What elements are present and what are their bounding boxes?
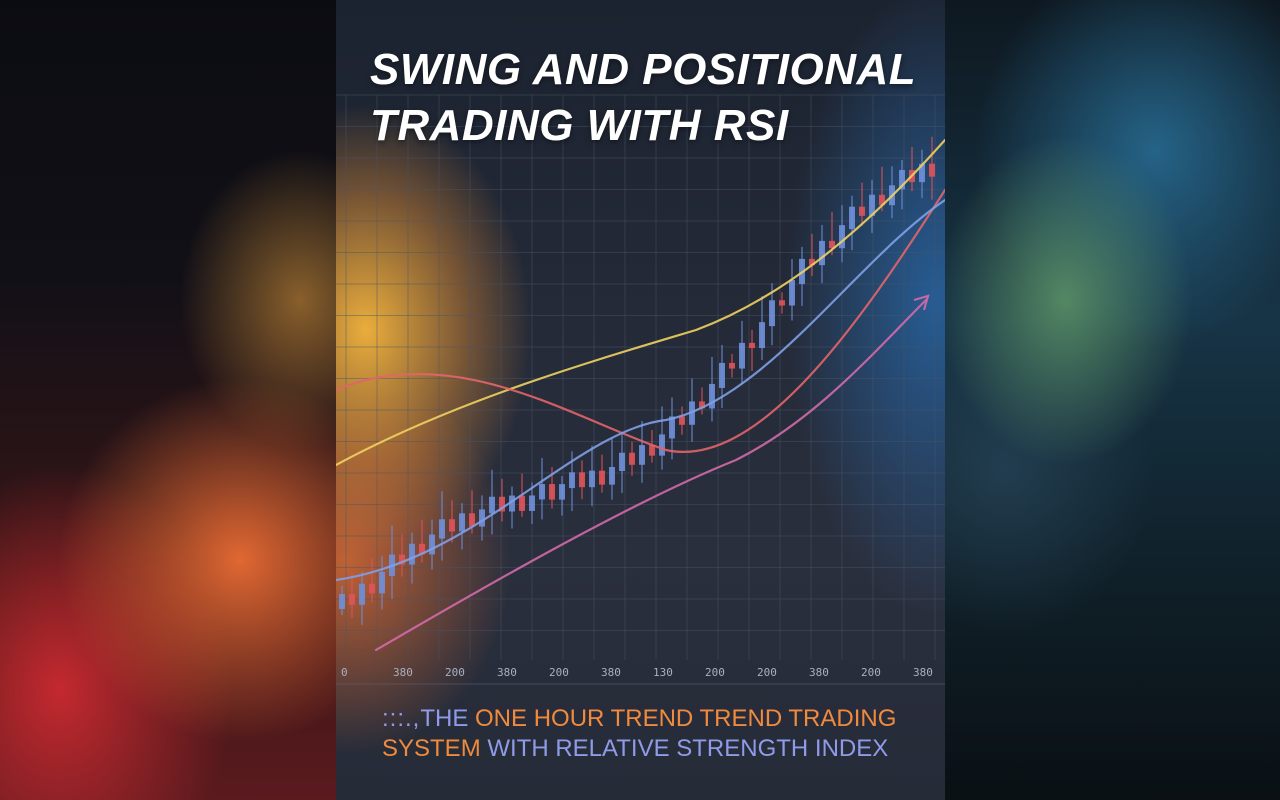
- candle-body: [419, 543, 425, 555]
- book-cover: 0 380 200 380 200 380 130 200 200 380 200 380 SWING…: [336, 0, 945, 800]
- background-right-blur: [945, 0, 1280, 800]
- candle-body: [869, 194, 875, 216]
- subtitle-the: THE: [420, 705, 469, 732]
- candle-body: [539, 484, 545, 500]
- x-tick-label: 380: [393, 666, 413, 679]
- candle-body: [759, 322, 765, 349]
- candle-body: [899, 169, 905, 190]
- candle-body: [499, 496, 505, 512]
- candle-body: [779, 300, 785, 306]
- candle-body: [829, 240, 835, 249]
- x-tick-label: 380: [913, 666, 933, 679]
- candle-body: [509, 495, 515, 512]
- candle-body: [839, 225, 845, 249]
- candle-body: [739, 342, 745, 369]
- x-tick-label: 200: [861, 666, 881, 679]
- candle-body: [709, 383, 715, 409]
- candle-body: [699, 401, 705, 409]
- trend-arrow-line: [374, 298, 928, 652]
- candle-body: [669, 416, 675, 439]
- candle-body: [579, 472, 585, 488]
- candle-body: [399, 554, 405, 565]
- subtitle-highlight-1: ONE HOUR TREND TREND TRADING: [475, 705, 897, 732]
- x-tick-label: 0: [341, 666, 348, 679]
- candle-body: [789, 280, 795, 306]
- candle-body: [609, 467, 615, 485]
- candle-body: [809, 258, 815, 266]
- subtitle-rest: WITH RELATIVE STRENGTH INDEX: [487, 735, 889, 762]
- candle-body: [929, 163, 935, 177]
- candle-body: [529, 495, 535, 511]
- candle-body: [649, 445, 655, 456]
- moving-average-yellow: [336, 138, 945, 467]
- candle-body: [849, 206, 855, 230]
- subtitle-line-2: SYSTEM WITH RELATIVE STRENGTH INDEX: [382, 734, 942, 764]
- candle-body: [629, 452, 635, 465]
- candle-body: [409, 543, 415, 565]
- x-tick-label: 200: [757, 666, 777, 679]
- candle-body: [859, 206, 865, 216]
- candle-body: [549, 484, 555, 500]
- candle-body: [339, 594, 345, 609]
- background-left-blur: [0, 0, 336, 800]
- candle-body: [379, 571, 385, 594]
- candle-body: [599, 470, 605, 485]
- title-line-1: SWING AND POSITIONAL: [370, 45, 917, 94]
- x-tick-label: 380: [497, 666, 517, 679]
- candle-body: [639, 445, 645, 465]
- x-tick-label: 200: [445, 666, 465, 679]
- title-line-2: TRADING WITH RSI: [370, 101, 789, 150]
- candle-body: [349, 594, 355, 605]
- candle-body: [449, 519, 455, 532]
- candle-body: [459, 513, 465, 532]
- moving-average-red: [336, 188, 945, 453]
- candle-body: [559, 484, 565, 500]
- candle-body: [519, 495, 525, 511]
- candle-body: [819, 240, 825, 266]
- subtitle-line-1: :::.,THE ONE HOUR TREND TREND TRADING: [382, 704, 942, 734]
- trend-arrow-head: [913, 294, 930, 311]
- cover-subtitle: :::.,THE ONE HOUR TREND TREND TRADING SY…: [382, 704, 942, 764]
- candle-body: [439, 519, 445, 539]
- candle-body: [429, 534, 435, 555]
- x-tick-label: 130: [653, 666, 673, 679]
- candle-body: [919, 163, 925, 183]
- candle-body: [589, 470, 595, 488]
- candle-body: [879, 194, 885, 206]
- candle-body: [719, 362, 725, 388]
- moving-average-blue: [336, 198, 945, 582]
- x-tick-label: 380: [601, 666, 621, 679]
- candle-body: [619, 452, 625, 472]
- candle-body: [679, 416, 685, 425]
- candle-body: [729, 362, 735, 369]
- candle-body: [489, 496, 495, 514]
- subtitle-dots: :::.,: [382, 705, 421, 732]
- cover-title: SWING AND POSITIONAL TRADING WITH RSI: [370, 42, 930, 154]
- subtitle-highlight-2: SYSTEM: [382, 735, 481, 762]
- candle-body: [659, 434, 665, 456]
- candle-body: [469, 513, 475, 527]
- candle-body: [359, 583, 365, 605]
- candle-body: [769, 300, 775, 327]
- x-tick-label: 200: [549, 666, 569, 679]
- x-tick-label: 380: [809, 666, 829, 679]
- candle-body: [749, 342, 755, 349]
- candlestick-chart: 0 380 200 380 200 380 130 200 200 380 200 380: [336, 94, 945, 685]
- candle-body: [569, 472, 575, 489]
- x-tick-label: 200: [705, 666, 725, 679]
- candle-body: [369, 583, 375, 594]
- candle-body: [479, 509, 485, 527]
